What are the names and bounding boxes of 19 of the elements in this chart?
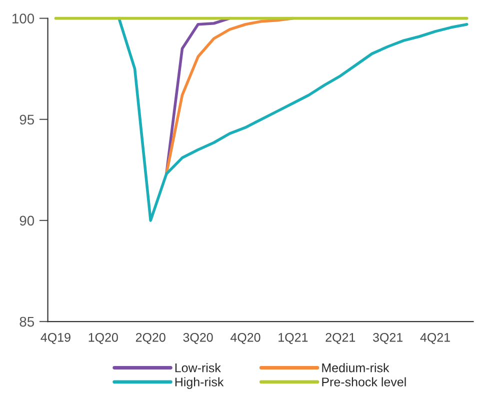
x-tick-label: 3Q20 (183, 332, 213, 344)
legend-label: Medium-risk (322, 363, 390, 372)
x-tick-label: 1Q21 (278, 332, 308, 344)
x-tick-label: 2Q21 (326, 332, 356, 344)
x-tick-label: 2Q20 (136, 332, 166, 344)
x-tick-label: 1Q20 (88, 332, 118, 344)
line-series (165, 16, 294, 176)
x-tick-label: 3Q21 (373, 332, 402, 344)
x-tick-label: 4Q19 (40, 332, 70, 344)
x-tick-label: 4Q20 (230, 332, 260, 344)
line-series (118, 16, 468, 222)
y-tick-label: 90 (20, 216, 34, 226)
y-tick-label: 95 (20, 114, 34, 125)
legend-label: Low-risk (175, 363, 221, 372)
y-tick-label: 100 (12, 14, 34, 24)
y-tick-label: 85 (20, 316, 34, 327)
legend-label: High-risk (175, 377, 224, 389)
legend-label: Pre-shock level (322, 377, 406, 386)
x-tick-label: 4Q21 (420, 332, 450, 344)
